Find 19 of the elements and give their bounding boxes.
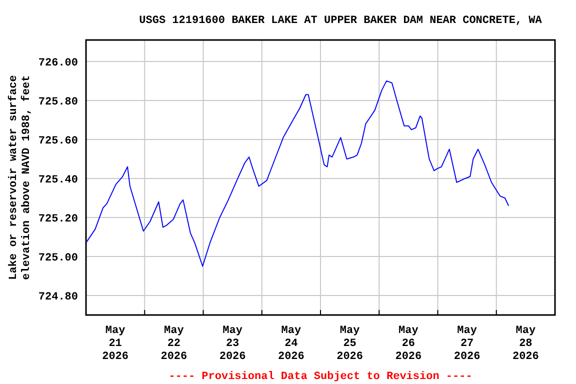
- y-axis-title: Lake or reservoir water surface elevation above NAVD 1988, feet: [7, 74, 33, 280]
- chart-title: USGS 12191600 BAKER LAKE AT UPPER BAKER DAM NEAR CONCRETE, WA: [139, 15, 542, 27]
- x-tick-label: May 21 2026: [102, 325, 129, 363]
- x-tick-label: May 22 2026: [160, 325, 188, 363]
- y-tick-label: 725.40: [38, 174, 78, 186]
- x-tick-label: May 23 2026: [219, 325, 246, 363]
- x-tick-label: May 28 2026: [512, 325, 539, 363]
- text: ---- Provisional Data Subject to Revision ----: [168, 371, 472, 383]
- y-tick-label: 725.20: [38, 213, 78, 226]
- line-series: [86, 80, 510, 267]
- y-tick-label: 726.00: [38, 57, 78, 70]
- x-tick-label: May 24 2026: [278, 325, 304, 363]
- x-tick-label: May 26 2026: [395, 325, 422, 363]
- y-tick-label: 725.80: [38, 96, 78, 108]
- x-tick-label: May 25 2026: [336, 325, 364, 363]
- y-tick-label: 725.00: [38, 252, 78, 264]
- y-tick-label: 725.60: [38, 135, 78, 148]
- x-tick-label: May 27 2026: [454, 325, 480, 363]
- y-tick-label: 724.80: [38, 291, 78, 304]
